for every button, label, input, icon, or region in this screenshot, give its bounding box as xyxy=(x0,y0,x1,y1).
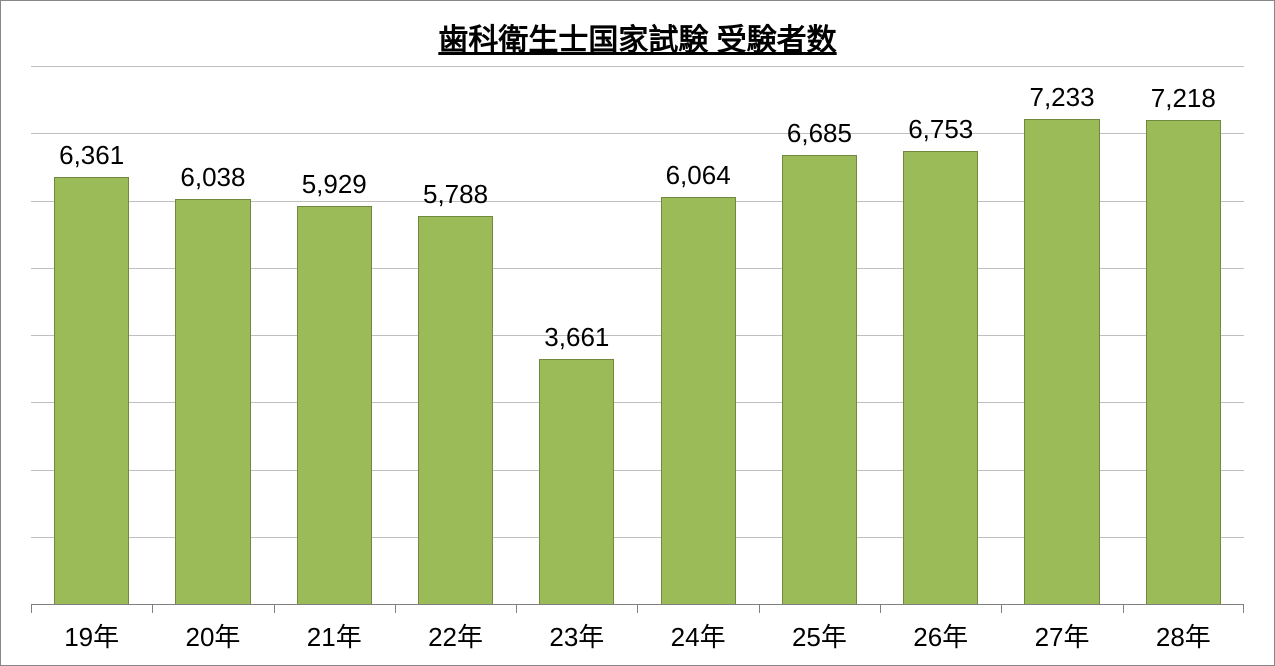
bar-slot: 6,685 xyxy=(759,67,880,605)
x-axis-cell: 19年 xyxy=(31,605,152,665)
bar-slot: 6,064 xyxy=(637,67,758,605)
x-tick xyxy=(637,605,638,613)
x-axis-label: 20年 xyxy=(152,617,273,654)
bar xyxy=(1146,120,1221,605)
x-axis-label: 27年 xyxy=(1001,617,1122,654)
x-tick xyxy=(395,605,396,613)
x-axis-cell: 21年 xyxy=(274,605,395,665)
bar-value-label: 5,788 xyxy=(423,179,488,210)
bar xyxy=(1024,119,1099,605)
x-axis-cell: 28年 xyxy=(1123,605,1244,665)
x-tick xyxy=(880,605,881,613)
x-axis-label: 24年 xyxy=(637,617,758,654)
x-tick xyxy=(759,605,760,613)
x-axis-cell: 23年 xyxy=(516,605,637,665)
bar-slot: 5,929 xyxy=(274,67,395,605)
bar-value-label: 5,929 xyxy=(302,169,367,200)
bar xyxy=(661,197,736,605)
x-tick xyxy=(1243,605,1244,613)
bar-slot: 7,233 xyxy=(1001,67,1122,605)
x-axis: 19年20年21年22年23年24年25年26年27年28年 xyxy=(31,605,1244,665)
bar-slot: 3,661 xyxy=(516,67,637,605)
x-axis-cell: 25年 xyxy=(759,605,880,665)
x-axis-label: 25年 xyxy=(759,617,880,654)
plot-area: 6,361 6,038 5,929 5,788 3,661 6,064 6,685 6,753… xyxy=(31,67,1244,605)
bar-slot: 6,038 xyxy=(152,67,273,605)
x-axis-cell: 22年 xyxy=(395,605,516,665)
x-axis-cell: 24年 xyxy=(637,605,758,665)
x-axis-label: 23年 xyxy=(516,617,637,654)
x-axis-label: 28年 xyxy=(1123,617,1244,654)
bar-value-label: 6,038 xyxy=(180,162,245,193)
bars-container: 6,361 6,038 5,929 5,788 3,661 6,064 6,685 6,753… xyxy=(31,67,1244,605)
x-tick xyxy=(516,605,517,613)
x-tick xyxy=(31,605,32,613)
bar xyxy=(175,199,250,605)
bar-value-label: 7,218 xyxy=(1151,83,1216,114)
chart-title: 歯科衛生士国家試験 受験者数 xyxy=(1,15,1274,59)
chart-frame: 歯科衛生士国家試験 受験者数 6,361 6,038 5,929 5,788 3,661… xyxy=(0,0,1275,666)
x-axis-cell: 20年 xyxy=(152,605,273,665)
bar xyxy=(297,206,372,605)
x-axis-label: 22年 xyxy=(395,617,516,654)
x-tick xyxy=(152,605,153,613)
x-axis-label: 21年 xyxy=(274,617,395,654)
bar xyxy=(418,216,493,605)
bar xyxy=(539,359,614,605)
bar-slot: 6,361 xyxy=(31,67,152,605)
x-axis-label: 26年 xyxy=(880,617,1001,654)
bar-slot: 5,788 xyxy=(395,67,516,605)
bar-slot: 6,753 xyxy=(880,67,1001,605)
bar-value-label: 3,661 xyxy=(544,322,609,353)
x-tick xyxy=(1123,605,1124,613)
bar xyxy=(54,177,129,605)
bar-value-label: 6,753 xyxy=(908,114,973,145)
x-tick xyxy=(274,605,275,613)
x-tick xyxy=(1001,605,1002,613)
bar xyxy=(903,151,978,605)
x-axis-cell: 27年 xyxy=(1001,605,1122,665)
bar xyxy=(782,155,857,605)
bar-value-label: 6,361 xyxy=(59,140,124,171)
bar-value-label: 6,064 xyxy=(666,160,731,191)
bar-value-label: 6,685 xyxy=(787,118,852,149)
bar-slot: 7,218 xyxy=(1123,67,1244,605)
bar-value-label: 7,233 xyxy=(1029,82,1094,113)
x-axis-cell: 26年 xyxy=(880,605,1001,665)
x-axis-label: 19年 xyxy=(31,617,152,654)
